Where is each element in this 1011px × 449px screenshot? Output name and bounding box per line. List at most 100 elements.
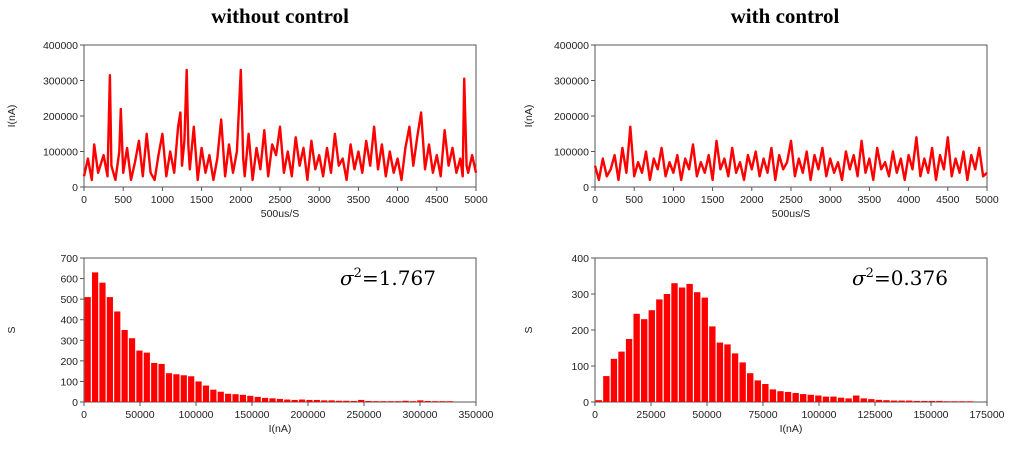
- chart2-bar-9: [151, 362, 158, 402]
- chart2-bar-46: [424, 400, 431, 402]
- chart1-y-axis-label: I(nA): [523, 105, 535, 128]
- chart0-ytick-label-1: 100000: [43, 147, 78, 159]
- chart2-bar-26: [276, 398, 283, 402]
- chart3-y-axis-label: S: [523, 326, 535, 333]
- chart3-bar-20: [747, 373, 754, 402]
- chart2-bar-48: [439, 401, 446, 402]
- chart3-bar-4: [625, 339, 633, 402]
- chart3-bar-19: [739, 362, 746, 402]
- chart3-bar-9: [663, 294, 671, 402]
- chart0-xtick-label-8: 4000: [386, 194, 410, 206]
- chart3-bar-45: [936, 400, 943, 402]
- chart2-ytick-label-3: 300: [60, 335, 78, 347]
- chart0-xtick-label-9: 4500: [425, 194, 449, 206]
- chart1-xtick-label-6: 3000: [819, 194, 843, 206]
- chart2-bar-45: [417, 400, 424, 402]
- chart3-bar-22: [762, 384, 769, 402]
- chart1-xtick-label-4: 2000: [740, 194, 764, 206]
- chart3-xtick-label-6: 150000: [913, 409, 948, 421]
- chart2-bar-42: [395, 401, 402, 402]
- chart0-ytick-label-2: 200000: [43, 111, 78, 123]
- chart3-bar-34: [853, 395, 860, 402]
- chart3-bar-27: [800, 394, 807, 402]
- chart3-bar-42: [913, 400, 920, 402]
- chart2-bar-23: [254, 396, 261, 402]
- chart3-bar-7: [648, 310, 655, 402]
- chart2-bar-27: [284, 399, 291, 402]
- chart0-xtick-label-6: 3000: [308, 194, 332, 206]
- chart2-bar-2: [99, 282, 106, 402]
- chart2-bar-38: [365, 400, 372, 402]
- chart2-bar-19: [225, 393, 232, 402]
- chart3-bar-14: [701, 297, 708, 402]
- chart2-bar-24: [262, 397, 269, 402]
- chart2-ytick-label-1: 100: [60, 376, 78, 388]
- chart2-ytick-label-7: 700: [60, 253, 78, 265]
- chart0-series-line: [82, 68, 478, 182]
- chart3-bar-38: [883, 400, 890, 402]
- chart3-bar-24: [777, 391, 784, 402]
- chart2-bar-14: [188, 376, 195, 402]
- chart3-bar-0: [595, 400, 602, 402]
- chart2-bar-35: [343, 400, 350, 402]
- chart3-bar-8: [656, 299, 663, 402]
- chart3-bar-40: [898, 400, 905, 402]
- chart0-xtick-label-1: 500: [114, 194, 132, 206]
- chart1-series-line: [593, 125, 988, 182]
- chart0-xtick-label-3: 1500: [190, 194, 214, 206]
- chart3-bar-36: [868, 399, 875, 402]
- chart3-bar-12: [686, 283, 693, 402]
- chart3-bar-3: [618, 351, 625, 402]
- chart2-bar-5: [121, 330, 128, 402]
- chart2-bar-28: [291, 399, 298, 402]
- chart2-bar-40: [380, 401, 387, 402]
- chart3-bar-39: [890, 400, 898, 402]
- chart3-ytick-label-3: 300: [571, 289, 589, 301]
- chart1-xtick-label-0: 0: [592, 194, 598, 206]
- chart2-bar-21: [239, 394, 247, 402]
- chart0-xtick-label-2: 1000: [151, 194, 175, 206]
- chart2-bar-4: [114, 311, 121, 402]
- chart2-bar-36: [350, 400, 357, 402]
- chart0-xtick-label-5: 2500: [268, 194, 292, 206]
- chart2-bar-47: [432, 401, 439, 402]
- chart3-xtick-label-2: 50000: [692, 409, 721, 421]
- chart3-bar-29: [815, 395, 822, 402]
- chart2-xtick-label-4: 200000: [290, 409, 325, 421]
- chart1-ytick-label-0: 0: [583, 182, 589, 194]
- chart3-bar-17: [724, 344, 731, 402]
- chart2-bar-13: [180, 375, 187, 402]
- chart2-xtick-label-7: 350000: [458, 409, 493, 421]
- chart3-bar-1: [603, 376, 610, 402]
- chart3-bar-31: [830, 396, 837, 402]
- chart2-ytick-label-2: 200: [60, 356, 78, 368]
- chart2-bar-31: [313, 399, 320, 402]
- chart3-bar-21: [754, 380, 761, 402]
- chart3-ytick-label-4: 400: [571, 253, 589, 265]
- chart2-xtick-label-2: 100000: [178, 409, 213, 421]
- chart1-ytick-label-4: 400000: [554, 40, 589, 52]
- chart3-bar-15: [709, 326, 716, 402]
- chart2-bar-7: [136, 350, 143, 402]
- chart3-xtick-label-5: 125000: [857, 409, 892, 421]
- chart2-bar-15: [195, 381, 202, 402]
- chart2-xtick-label-0: 0: [81, 409, 87, 421]
- chart2-bar-32: [321, 400, 328, 402]
- chart3-bar-25: [784, 391, 792, 402]
- chart2-ytick-label-0: 0: [72, 397, 78, 409]
- chart2-bar-6: [128, 338, 136, 402]
- chart0-ytick-label-4: 400000: [43, 40, 78, 52]
- chart2-bar-41: [387, 401, 394, 402]
- chart3-bar-32: [837, 397, 845, 402]
- chart2-bar-16: [202, 385, 210, 402]
- chart2-x-axis-label: I(nA): [269, 423, 292, 435]
- chart3-bar-6: [641, 319, 648, 402]
- chart0-xtick-label-0: 0: [81, 194, 87, 206]
- chart1-xtick-label-9: 4500: [936, 194, 960, 206]
- chart3-bar-13: [694, 292, 701, 402]
- chart3-bar-33: [845, 398, 852, 402]
- chart2-bar-30: [306, 399, 313, 402]
- chart2-bar-25: [269, 398, 276, 402]
- chart0-ytick-label-3: 300000: [43, 76, 78, 88]
